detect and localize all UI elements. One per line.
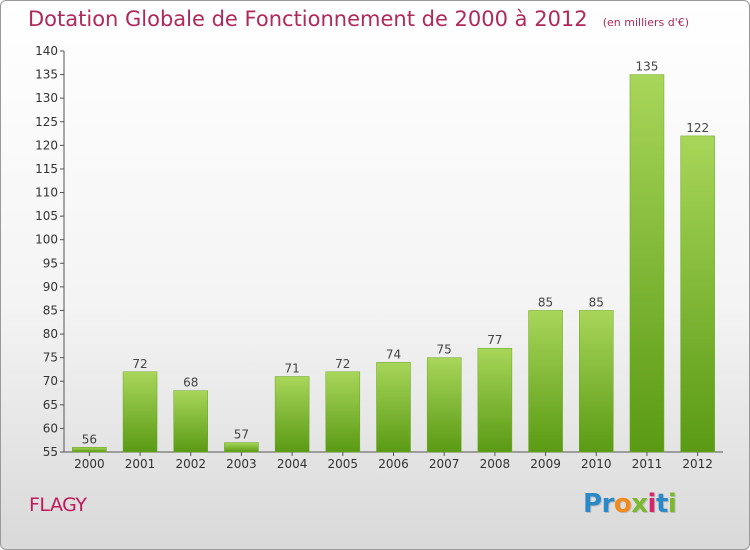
proxiti-logo: Proxiti [583, 489, 677, 519]
y-tick-label: 140 [35, 44, 58, 58]
x-tick-label: 2001 [125, 457, 156, 471]
data-label: 75 [437, 343, 452, 357]
y-tick-label: 95 [43, 256, 58, 270]
chart-subtitle: (en milliers d'€) [602, 16, 690, 29]
logo-letter: o [613, 489, 632, 519]
data-label: 122 [686, 121, 709, 135]
x-tick-label: 2008 [480, 457, 511, 471]
bar [72, 447, 107, 453]
data-label: 68 [183, 376, 198, 390]
x-tick-label: 2011 [632, 457, 663, 471]
logo-letter: t [655, 489, 668, 519]
bar [629, 74, 665, 453]
y-tick-label: 135 [35, 68, 58, 82]
bar [173, 390, 208, 453]
x-tick-label: 2007 [429, 457, 460, 471]
bar [325, 371, 361, 453]
x-tick-label: 2005 [328, 457, 359, 471]
data-label: 72 [132, 357, 147, 371]
bar [224, 442, 259, 453]
data-label: 85 [538, 295, 553, 309]
data-label: 85 [589, 295, 604, 309]
x-tick-label: 2012 [682, 457, 713, 471]
x-tick-label: 2000 [74, 457, 105, 471]
y-tick-label: 125 [35, 115, 58, 129]
y-tick-label: 65 [43, 398, 58, 412]
y-tick-label: 100 [35, 233, 58, 247]
data-label: 74 [386, 347, 401, 361]
y-tick-label: 115 [35, 162, 58, 176]
bar [680, 135, 715, 453]
data-label: 56 [82, 432, 97, 446]
y-tick-label: 60 [43, 421, 58, 435]
title-row: Dotation Globale de Fonctionnement de 20… [28, 7, 689, 31]
y-tick-label: 85 [43, 303, 58, 317]
y-tick-label: 55 [43, 445, 58, 459]
x-tick-label: 2009 [530, 457, 561, 471]
x-tick-label: 2002 [175, 457, 206, 471]
x-tick-label: 2006 [378, 457, 409, 471]
x-tick-label: 2010 [581, 457, 612, 471]
y-tick-label: 90 [43, 280, 58, 294]
y-tick-label: 110 [35, 186, 58, 200]
commune-name: FLAGY [29, 494, 87, 516]
y-tick-label: 120 [35, 138, 58, 152]
logo-letter: x [631, 489, 648, 519]
data-label: 71 [284, 362, 299, 376]
bar [477, 347, 513, 453]
data-label: 135 [636, 60, 659, 74]
y-tick-label: 130 [35, 91, 58, 105]
x-tick-label: 2003 [226, 457, 257, 471]
y-tick-label: 80 [43, 327, 58, 341]
y-tick-label: 75 [43, 351, 58, 365]
y-tick-label: 105 [35, 209, 58, 223]
bar [376, 362, 411, 453]
logo-letter: r [601, 489, 615, 519]
bar [579, 310, 614, 453]
data-label: 72 [335, 357, 350, 371]
data-label: 57 [234, 428, 249, 442]
logo-letter: i [647, 489, 657, 519]
chart-title: Dotation Globale de Fonctionnement de 20… [28, 7, 588, 31]
logo-letter: i [667, 489, 677, 519]
logo-letter: P [583, 489, 602, 519]
y-tick-label: 70 [43, 374, 58, 388]
data-label: 77 [487, 333, 502, 347]
bar [122, 371, 158, 453]
bar [528, 310, 563, 453]
bar [274, 376, 310, 453]
x-tick-label: 2004 [277, 457, 308, 471]
bar [426, 357, 462, 453]
